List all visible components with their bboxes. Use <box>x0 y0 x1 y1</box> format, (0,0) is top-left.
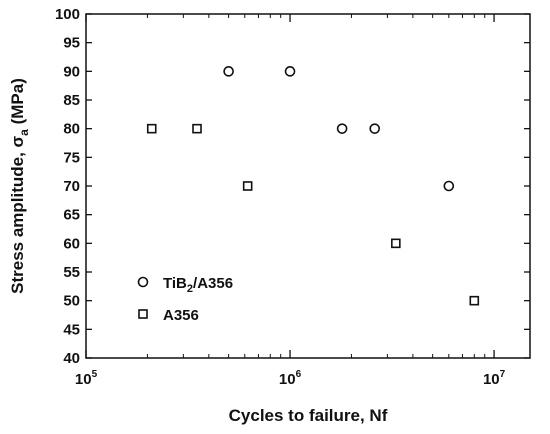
legend-label-a356: A356 <box>163 307 199 324</box>
x-tick-base: 10 <box>483 371 500 388</box>
y-tick-label: 75 <box>63 149 80 166</box>
plot-frame <box>85 13 531 359</box>
legend-label-subscript: 2 <box>187 283 193 295</box>
y-tick-label: 95 <box>63 35 80 52</box>
data-point-tib2-a356 <box>369 123 381 134</box>
legend: TiB2/A356 A356 <box>137 275 233 324</box>
x-axis-title: Cycles to failure, Nf <box>229 406 388 425</box>
data-point-a356 <box>146 123 157 134</box>
y-tick-label: 70 <box>63 178 80 195</box>
x-tick-exponent: 5 <box>92 369 98 380</box>
y-tick-label: 80 <box>63 121 80 138</box>
legend-marker-circle <box>137 276 149 288</box>
data-point-a356 <box>192 123 202 134</box>
legend-label-main: TiB <box>163 275 187 292</box>
x-tick-base: 10 <box>279 371 296 388</box>
x-tick-label: 106 <box>279 369 302 388</box>
legend-label-tib2-a356: TiB2/A356 <box>163 275 233 295</box>
y-axis-title-prefix: Stress amplitude, σ <box>8 135 27 293</box>
data-point-a356 <box>469 295 480 306</box>
y-tick-label: 60 <box>63 235 80 252</box>
y-tick-label: 55 <box>63 264 80 281</box>
x-tick-label: 105 <box>75 369 98 388</box>
y-axis-title: Stress amplitude, σa (MPa) <box>8 78 31 294</box>
data-point-tib2-a356 <box>336 123 348 134</box>
data-point-a356 <box>242 181 253 191</box>
points-layer <box>146 66 480 306</box>
x-tick-exponent: 7 <box>500 369 506 380</box>
data-point-tib2-a356 <box>284 66 296 77</box>
y-axis-title-suffix: (MPa) <box>8 78 27 129</box>
legend-label-rest: /A356 <box>193 275 233 292</box>
y-tick-label: 45 <box>63 321 80 338</box>
data-point-tib2-a356 <box>223 66 234 77</box>
x-tick-label: 107 <box>483 369 506 388</box>
y-axis-title-subscript: a <box>17 129 31 136</box>
x-tick-exponent: 6 <box>296 369 302 380</box>
legend-marker-square <box>138 309 148 319</box>
x-tick-base: 10 <box>75 371 92 388</box>
y-tick-label: 90 <box>63 63 80 80</box>
y-tick-label: 40 <box>63 350 80 367</box>
data-point-a356 <box>391 238 401 249</box>
y-tick-label: 100 <box>55 6 80 23</box>
y-tick-label: 65 <box>63 207 80 224</box>
y-tick-label: 85 <box>63 92 80 109</box>
data-point-tib2-a356 <box>443 180 455 192</box>
y-tick-label: 50 <box>63 293 80 310</box>
